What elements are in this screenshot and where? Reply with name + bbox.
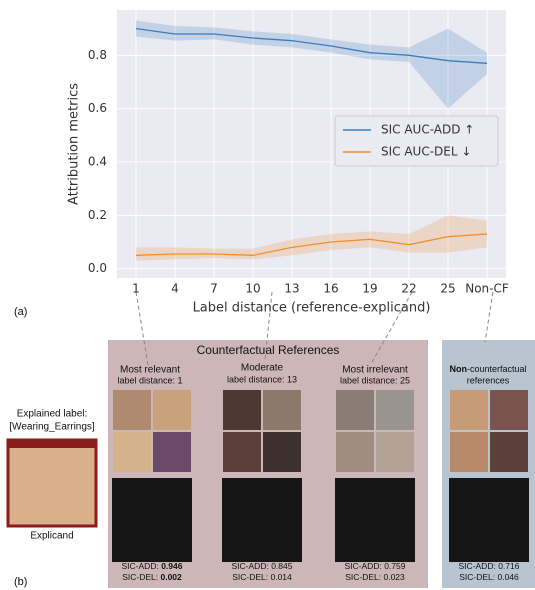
score: SIC-DEL: 0.046 [459,572,519,582]
x-tick-label: 22 [401,282,416,296]
score-value: 0.946 [161,561,183,571]
x-tick-label: 7 [210,282,218,296]
score-value: 0.716 [498,561,520,571]
score-name: SIC-ADD: [345,561,385,571]
x-tick-label: 13 [284,282,299,296]
x-axis-label: Label distance (reference-explicand) [193,301,431,316]
score: SIC-ADD: 0.759 [345,561,406,571]
panel-label: (b) [14,576,27,588]
score-value: 0.023 [383,572,405,582]
column-subtitle: label distance: 1 [117,375,182,385]
score-value: 0.759 [384,561,406,571]
score: SIC-DEL: 0.023 [345,572,405,582]
x-tick-label: 16 [323,282,338,296]
y-axis-label: Attribution metrics [67,83,82,205]
chart: 0.0 0.2 0.4 0.6 0.8 1 4 7 10 13 16 19 22 25 Non-CF SIC … [67,10,509,316]
bold-text: Non [449,364,467,374]
column-title: Most irrelevant [342,365,408,376]
x-tick-label: 10 [245,282,260,296]
x-tick-label: 1 [132,282,140,296]
text: -counterfactual [467,364,527,374]
score-name: SIC-ADD: [232,561,272,571]
score: SIC-ADD: 0.946 [122,561,183,571]
column-title: Non-counterfactual [449,364,526,374]
x-tick-label: Non-CF [465,282,509,296]
page: {"chart_data":{"type":"line","categories… [0,0,535,590]
score: SIC-DEL: 0.002 [122,572,182,582]
score: SIC-DEL: 0.014 [232,572,292,582]
score-value: 0.002 [160,572,182,582]
x-tick-label: 25 [440,282,455,296]
explicand-label: Explicand [30,531,73,542]
column-title: Moderate [241,363,284,374]
score-name: SIC-ADD: [122,561,162,571]
column-subtitle: label distance: 25 [340,375,410,385]
figure: (a) (b) Counterfactual References Explai… [0,0,535,590]
explained-label: Explained label: [17,409,88,420]
score-value: 0.845 [271,561,293,571]
x-tick-label: 4 [171,282,179,296]
y-tick-label: 0.0 [88,261,107,275]
y-tick-label: 0.6 [88,101,107,115]
explained-label: [Wearing_Earrings] [9,422,95,433]
score-name: SIC-ADD: [459,561,499,571]
y-tick-label: 0.4 [88,155,107,169]
column-title: Most relevant [120,365,180,376]
diagram: (a) (b) Counterfactual References Explai… [8,292,535,588]
score: SIC-ADD: 0.716 [459,561,520,571]
y-tick-label: 0.2 [88,208,107,222]
column-subtitle: label distance: 13 [227,374,297,384]
y-tick-label: 0.8 [88,48,107,62]
score-value: 0.014 [270,572,292,582]
panel-title: Counterfactual References [197,343,340,357]
panel-label: (a) [14,306,27,318]
x-tick-label: 19 [362,282,377,296]
score-name: SIC-DEL: [459,572,497,582]
legend-label: SIC AUC-DEL ↓ [381,145,471,159]
score-name: SIC-DEL: [345,572,383,582]
score-name: SIC-DEL: [122,572,160,582]
column-subtitle: references [467,375,510,385]
score-name: SIC-DEL: [232,572,270,582]
score-value: 0.046 [497,572,519,582]
score: SIC-ADD: 0.845 [232,561,293,571]
legend-label: SIC AUC-ADD ↑ [381,123,474,137]
